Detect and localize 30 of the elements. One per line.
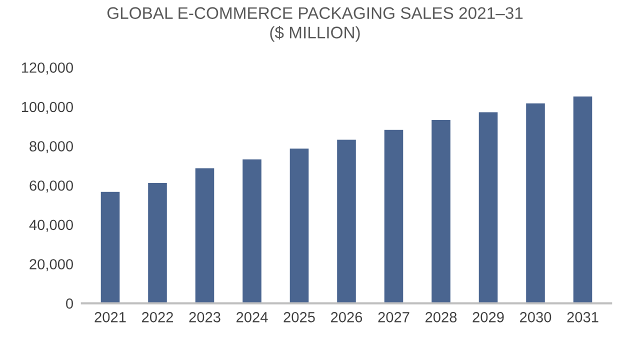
bar xyxy=(242,159,262,304)
bar xyxy=(573,96,592,304)
x-tick-label: 2024 xyxy=(236,312,268,322)
bar xyxy=(478,112,498,304)
y-tick-label: 60,000 xyxy=(30,180,73,192)
bar xyxy=(290,148,309,304)
bar xyxy=(100,192,120,304)
bar xyxy=(195,168,214,304)
bar xyxy=(432,120,450,304)
y-tick-label: 80,000 xyxy=(30,141,73,154)
x-tick-label: 2023 xyxy=(189,312,220,322)
x-tick-label: 2030 xyxy=(520,312,552,322)
bar xyxy=(148,182,167,304)
x-tick-label: 2026 xyxy=(331,312,362,322)
x-tick-label: 2022 xyxy=(142,312,173,322)
x-tick-label: 2028 xyxy=(426,312,457,322)
bar xyxy=(384,130,404,304)
y-tick-label: 0 xyxy=(66,298,73,309)
y-tick-label: 20,000 xyxy=(30,259,73,272)
x-tick-label: 2029 xyxy=(472,312,504,322)
y-tick-label: 40,000 xyxy=(29,220,73,232)
x-tick-label: 2021 xyxy=(94,312,126,322)
x-tick-label: 2025 xyxy=(284,312,315,322)
x-tick-label: 2031 xyxy=(567,312,598,322)
chart-title: GLOBAL E-COMMERCE PACKAGING SALES 2021–31 ($ MILLION) xyxy=(107,7,523,42)
y-tick-label: 120,000 xyxy=(22,62,73,75)
x-tick-label: 2027 xyxy=(378,312,410,322)
bar xyxy=(526,103,545,304)
bar xyxy=(337,140,356,304)
y-tick-label: 100,000 xyxy=(22,102,73,114)
